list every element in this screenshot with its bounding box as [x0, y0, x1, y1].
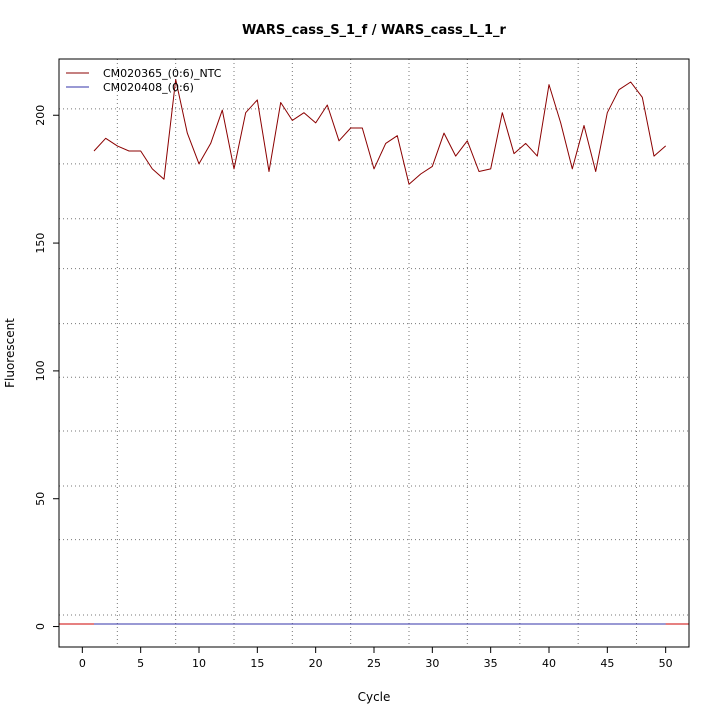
legend-label-2: CM020408_(0:6) — [103, 81, 194, 94]
x-tick-label: 5 — [137, 657, 144, 670]
x-tick-label: 50 — [659, 657, 673, 670]
legend-label-1: CM020365_(0:6)_NTC — [103, 67, 222, 80]
chart-title: WARS_cass_S_1_f / WARS_cass_L_1_r — [242, 23, 506, 38]
y-tick-label: 100 — [34, 360, 47, 381]
x-tick-label: 35 — [484, 657, 498, 670]
series-line-1 — [93, 79, 667, 185]
x-tick-label: 0 — [79, 657, 86, 670]
x-tick-label: 15 — [250, 657, 264, 670]
x-tick-label: 45 — [600, 657, 614, 670]
x-axis-label: Cycle — [358, 690, 391, 704]
y-tick-label: 50 — [34, 492, 47, 506]
x-tick-label: 10 — [192, 657, 206, 670]
x-axis: 0 5 10 15 20 25 30 35 40 45 50 — [79, 647, 673, 670]
x-tick-label: 20 — [309, 657, 323, 670]
grid-lines — [59, 59, 689, 647]
x-tick-label: 40 — [542, 657, 556, 670]
y-tick-label: 0 — [34, 623, 47, 630]
x-tick-label: 25 — [367, 657, 381, 670]
y-axis-label: Fluorescent — [3, 318, 17, 388]
y-tick-label: 150 — [34, 233, 47, 254]
y-tick-label: 200 — [34, 105, 47, 126]
y-axis: 0 50 100 150 200 — [34, 105, 59, 630]
series-lines — [93, 79, 667, 625]
x-tick-label: 30 — [425, 657, 439, 670]
